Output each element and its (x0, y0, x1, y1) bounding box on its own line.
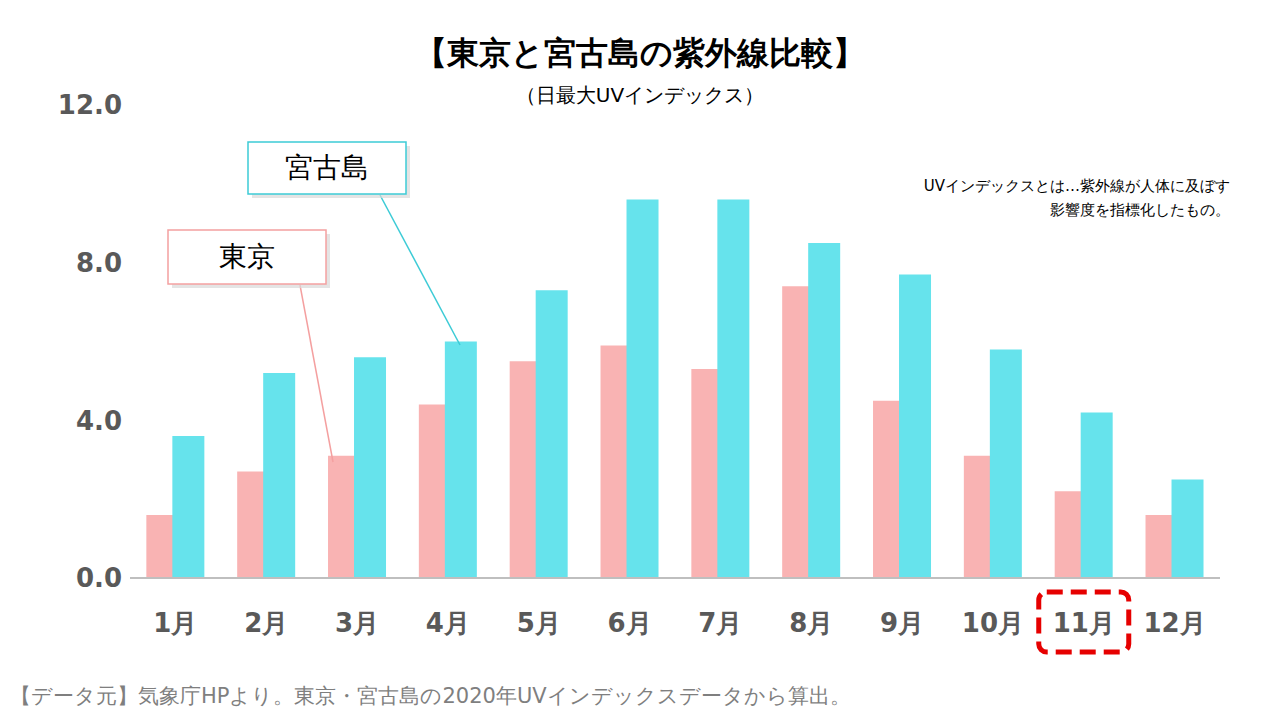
svg-text:7月: 7月 (698, 608, 742, 638)
svg-text:10月: 10月 (962, 608, 1024, 638)
svg-text:3月: 3月 (335, 608, 379, 638)
html-text:影響度を指標化したもの。: 影響度を指標化したもの。 (1050, 201, 1230, 219)
svg-text:宮古島: 宮古島 (285, 151, 369, 184)
svg-text:8.0: 8.0 (76, 248, 122, 278)
svg-text:5月: 5月 (517, 608, 561, 638)
svg-text:4月: 4月 (426, 608, 470, 638)
svg-text:2月: 2月 (244, 608, 288, 638)
html-text:（日最大UVインデックス）: （日最大UVインデックス） (515, 83, 765, 107)
svg-text:11月: 11月 (1053, 608, 1115, 638)
svg-text:東京: 東京 (219, 240, 275, 273)
html-text:UVインデックスとは…紫外線が人体に及ぼす: UVインデックスとは…紫外線が人体に及ぼす (923, 177, 1230, 195)
svg-text:6月: 6月 (608, 608, 652, 638)
svg-text:1月: 1月 (153, 608, 197, 638)
svg-text:0.0: 0.0 (76, 563, 122, 593)
svg-text:8月: 8月 (789, 608, 833, 638)
html-text:【データ元】気象庁HPより。東京・宮古島の2020年UVイン: 【データ元】気象庁HPより。東京・宮古島の2020年UVインデックスデータから算… (10, 684, 851, 708)
svg-text:12月: 12月 (1143, 608, 1205, 638)
svg-text:4.0: 4.0 (76, 406, 122, 436)
svg-text:12.0: 12.0 (58, 90, 122, 120)
svg-text:9月: 9月 (880, 608, 924, 638)
html-text:【東京と宮古島の紫外線比較】: 【東京と宮古島の紫外線比較】 (415, 34, 865, 72)
